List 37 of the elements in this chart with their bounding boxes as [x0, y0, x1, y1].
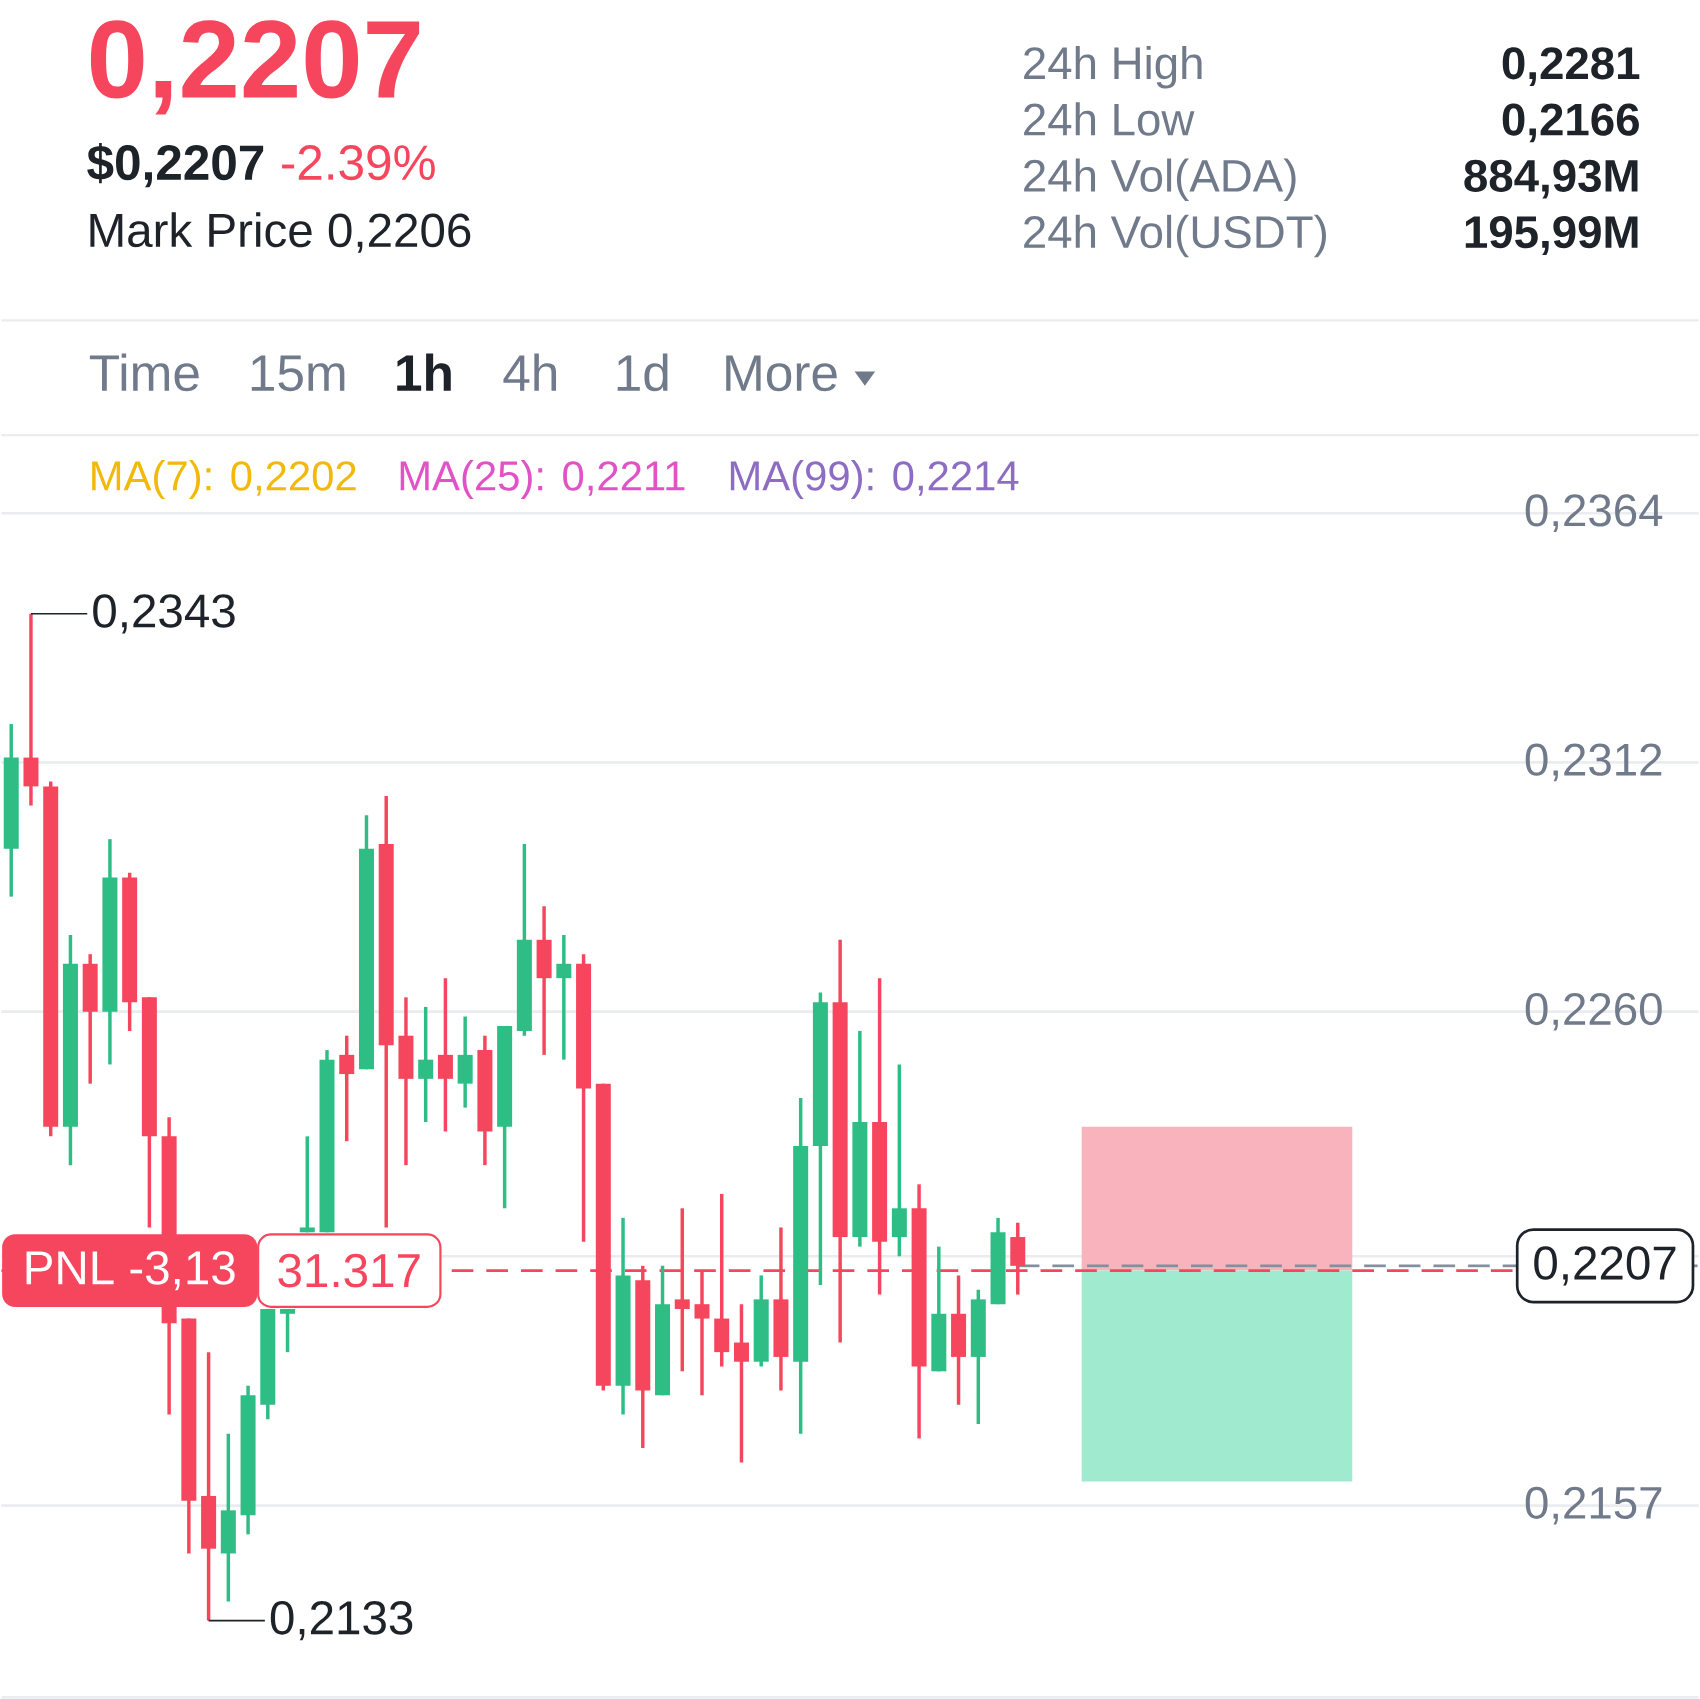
text: $0,2207	[87, 143, 264, 188]
annotation: 0,2133	[270, 1601, 413, 1641]
chart-title: 0,2207	[90, 20, 420, 115]
y-tick-label: 0,2312	[1525, 743, 1662, 782]
y-tick-label: 0,2364	[1525, 494, 1663, 533]
text: MA(7): 0,2202	[92, 460, 356, 500]
candlestick	[339, 1035, 355, 1142]
text: 24h Vol(USDT)	[1024, 214, 1326, 258]
ref-line-label: 0,2207	[1534, 1246, 1676, 1286]
y-tick-label: 0,2157	[1525, 1486, 1662, 1525]
text: Mark Price 0,2206	[90, 212, 471, 254]
text: 24h High	[1024, 46, 1202, 89]
text: More	[726, 355, 837, 392]
text: 0,2281	[1502, 47, 1640, 87]
candlestick	[280, 1309, 296, 1353]
ref-line-label: PNL -3,13	[26, 1251, 235, 1291]
y-tick-label: 0,2260	[1525, 993, 1662, 1031]
candlestick	[418, 1005, 434, 1123]
text: 24h Low	[1024, 102, 1195, 136]
text: Time	[89, 353, 199, 392]
annotation: 31.317	[278, 1253, 420, 1288]
candlestick	[556, 935, 572, 1060]
candlestick	[299, 1136, 315, 1233]
text: 884,93M	[1464, 159, 1638, 199]
text: 15m	[251, 355, 345, 392]
candlestick	[733, 1304, 749, 1463]
text: 24h Vol(ADA)	[1024, 158, 1296, 202]
text: MA(25): 0,2211	[400, 460, 685, 500]
text: -2.39%	[282, 145, 435, 181]
candlestick	[437, 978, 453, 1132]
text: 0,2166	[1502, 103, 1639, 143]
text: MA(99): 0,2214	[730, 460, 1019, 500]
text: 195,99M	[1465, 216, 1638, 256]
annotation: 0,2343	[93, 594, 235, 634]
text: 1d	[617, 353, 668, 392]
text: 4h	[503, 353, 557, 391]
text: 1h	[397, 353, 451, 391]
